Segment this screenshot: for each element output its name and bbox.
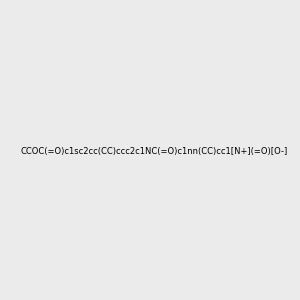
Text: CCOC(=O)c1sc2cc(CC)ccc2c1NC(=O)c1nn(CC)cc1[N+](=O)[O-]: CCOC(=O)c1sc2cc(CC)ccc2c1NC(=O)c1nn(CC)c… bbox=[20, 147, 287, 156]
